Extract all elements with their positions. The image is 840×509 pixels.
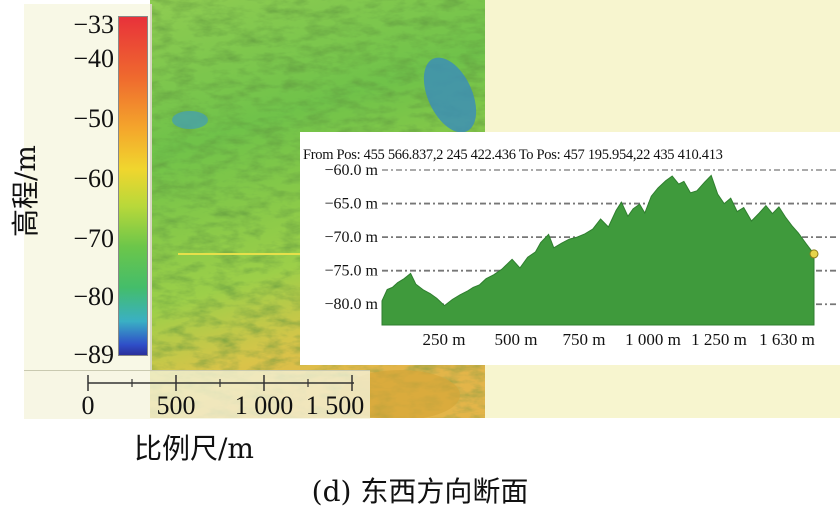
x-tick-label: 250 m xyxy=(423,330,466,349)
y-tick-label: −65.0 m xyxy=(325,196,379,213)
legend-tick-label: −89 xyxy=(73,340,114,369)
x-tick-label: 1 630 m xyxy=(759,330,815,349)
scale-label-0: 0 xyxy=(81,391,95,420)
x-tick-label: 1 000 m xyxy=(625,330,681,349)
scale-bar xyxy=(24,370,370,419)
legend-tick-label: −50 xyxy=(73,104,114,133)
x-tick-label: 500 m xyxy=(495,330,538,349)
scale-bar-ruler xyxy=(87,375,354,391)
y-tick-label: −60.0 m xyxy=(325,162,379,179)
profile-positions: From Pos: 455 566.837,2 245 422.436 To P… xyxy=(303,147,723,163)
profile-end-marker xyxy=(809,249,819,259)
elevation-profile-window: −60.0 m −65.0 m −70.0 m −75.0 m −80.0 m 250 m… xyxy=(300,132,840,365)
scale-label-1500: 1 500 xyxy=(305,391,365,420)
legend-tick-label: −80 xyxy=(73,282,114,311)
elevation-color-bar xyxy=(118,16,148,356)
y-tick-label: −70.0 m xyxy=(325,229,379,246)
x-tick-label: 750 m xyxy=(563,330,606,349)
profile-area xyxy=(381,174,815,326)
scale-caption: 比例尺/m xyxy=(134,432,254,465)
scale-label-500: 500 xyxy=(156,391,196,420)
legend-tick-label: −60 xyxy=(73,164,114,193)
legend-tick-label: −40 xyxy=(73,44,114,73)
figure-caption: (d) 东西方向断面 xyxy=(311,475,529,508)
legend-tick-label: −33 xyxy=(73,10,114,39)
legend-tick-label: −70 xyxy=(73,224,114,253)
x-tick-label: 1 250 m xyxy=(691,330,747,349)
y-tick-label: −80.0 m xyxy=(325,296,379,313)
scale-label-1000: 1 000 xyxy=(234,391,294,420)
profile-chart: −60.0 m −65.0 m −70.0 m −75.0 m −80.0 m 250 m… xyxy=(325,162,836,349)
elevation-axis-label: 高程/m xyxy=(9,145,42,237)
y-tick-label: −75.0 m xyxy=(325,263,379,280)
